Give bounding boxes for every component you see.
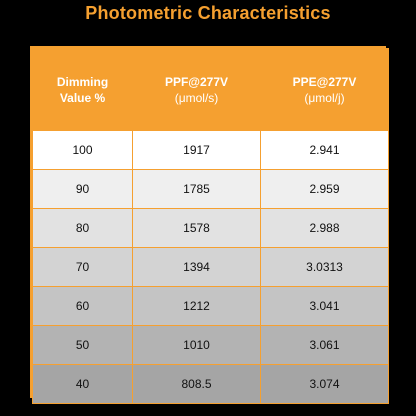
cell-ppf: 1394 [132, 247, 261, 287]
cell-dimming: 90 [32, 169, 133, 209]
cell-ppe: 3.041 [260, 286, 389, 326]
header-ppf-line2: (μmol/s) [174, 90, 219, 105]
header-ppe-line2: (μmol/j) [304, 90, 345, 105]
table-header-row: Dimming Value % PPF@277V (μmol/s) PPE@27… [32, 48, 389, 131]
header-ppe: PPE@277V (μmol/j) [260, 48, 389, 131]
page-title: Photometric Characteristics [85, 3, 331, 23]
cell-ppf: 1212 [132, 286, 261, 326]
cell-ppe: 2.959 [260, 169, 389, 209]
table-row: 40 808.5 3.074 [32, 364, 389, 404]
cell-ppe: 2.988 [260, 208, 389, 248]
header-dimming: Dimming Value % [32, 48, 133, 131]
table-row: 90 1785 2.959 [32, 169, 389, 209]
cell-ppf: 1578 [132, 208, 261, 248]
cell-ppf: 1785 [132, 169, 261, 209]
table-row: 80 1578 2.988 [32, 208, 389, 248]
header-ppf: PPF@277V (μmol/s) [132, 48, 261, 131]
header-dimming-line2: Value % [59, 90, 106, 105]
cell-dimming: 100 [32, 130, 133, 170]
table-row: 60 1212 3.041 [32, 286, 389, 326]
table-row: 50 1010 3.061 [32, 325, 389, 365]
header-dimming-line1: Dimming [56, 74, 109, 89]
cell-dimming: 40 [32, 364, 133, 404]
cell-dimming: 60 [32, 286, 133, 326]
cell-ppf: 1010 [132, 325, 261, 365]
header-ppe-line1: PPE@277V [292, 74, 357, 89]
table-row: 70 1394 3.0313 [32, 247, 389, 287]
cell-dimming: 50 [32, 325, 133, 365]
photometric-table-container: Dimming Value % PPF@277V (μmol/s) PPE@27… [30, 46, 389, 404]
cell-ppe: 3.074 [260, 364, 389, 404]
cell-ppe: 3.0313 [260, 247, 389, 287]
cell-dimming: 70 [32, 247, 133, 287]
cell-ppe: 2.941 [260, 130, 389, 170]
cell-ppf: 808.5 [132, 364, 261, 404]
cell-dimming: 80 [32, 208, 133, 248]
cell-ppf: 1917 [132, 130, 261, 170]
header-ppf-line1: PPF@277V [164, 74, 229, 89]
table-row: 100 1917 2.941 [32, 130, 389, 170]
cell-ppe: 3.061 [260, 325, 389, 365]
photometric-table: Dimming Value % PPF@277V (μmol/s) PPE@27… [32, 48, 389, 404]
